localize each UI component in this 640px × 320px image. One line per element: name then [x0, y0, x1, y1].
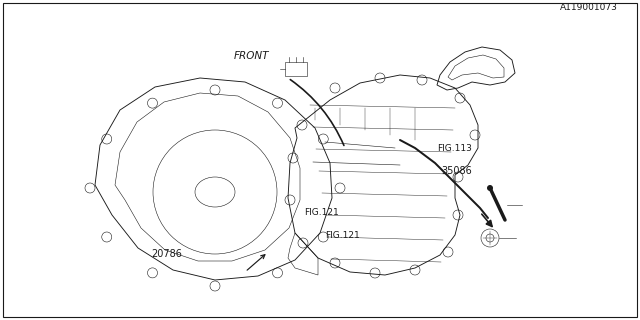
Text: FIG.113: FIG.113	[437, 144, 472, 153]
Circle shape	[487, 185, 493, 191]
Text: A119001073: A119001073	[560, 3, 618, 12]
Text: FIG.121: FIG.121	[325, 231, 360, 240]
Text: FRONT: FRONT	[234, 51, 269, 61]
Bar	[285, 62, 307, 76]
Text: 35086: 35086	[442, 166, 472, 176]
Text: 20786: 20786	[152, 249, 182, 260]
Text: FIG.121: FIG.121	[304, 208, 339, 217]
